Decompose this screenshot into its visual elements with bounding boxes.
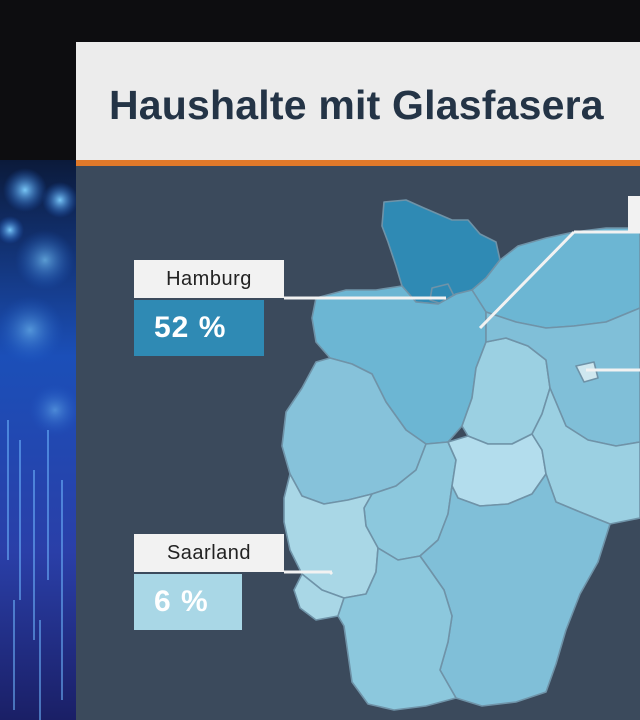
- accent-divider: [76, 160, 640, 166]
- leader-line-saarland-tip: [328, 570, 334, 576]
- state-baden-wuerttemberg: [337, 547, 457, 711]
- title-bar: Haushalte mit Glasfasera: [76, 42, 640, 160]
- region-label-saarland: Saarland: [134, 534, 284, 572]
- state-mecklenburg-vorpommern: [471, 227, 640, 329]
- partial-label-box: [628, 196, 640, 232]
- region-value-saarland: 6 %: [134, 574, 242, 630]
- page-title: Haushalte mit Glasfasera: [109, 82, 604, 128]
- state-berlin: [575, 361, 599, 383]
- state-saarland: [293, 573, 345, 621]
- germany-map: [281, 196, 640, 711]
- region-label-hamburg: Hamburg: [134, 260, 284, 298]
- leader-line-mv: [478, 230, 576, 330]
- region-value-hamburg: 52 %: [134, 300, 264, 356]
- infographic-panel: Haushalte mit Glasfasera: [76, 42, 640, 720]
